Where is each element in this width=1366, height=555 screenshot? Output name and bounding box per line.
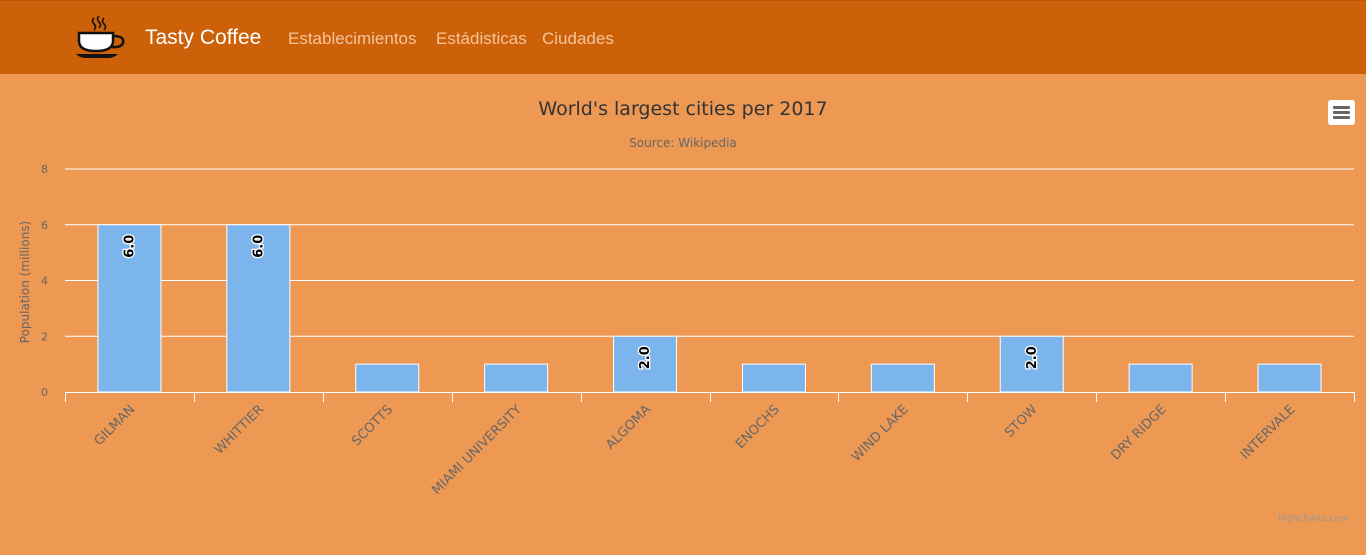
data-label: 6.0 — [122, 235, 137, 258]
bar[interactable] — [870, 363, 935, 393]
x-tick-label: WHITTIER — [212, 402, 267, 457]
y-tick-label: 8 — [41, 163, 48, 176]
x-tick-label: WIND LAKE — [849, 402, 912, 465]
data-label: 2.0 — [638, 346, 653, 369]
chart-title: World's largest cities per 2017 — [538, 98, 827, 120]
x-tick-label: ENOCHS — [733, 402, 783, 452]
x-tick-label: DRY RIDGE — [1108, 402, 1169, 463]
nav-link-estadisticas[interactable]: Estádisticas — [436, 29, 527, 48]
data-label: 2.0 — [1025, 346, 1040, 369]
y-tick-label: 2 — [41, 330, 48, 343]
bar[interactable] — [741, 363, 806, 393]
bar[interactable] — [613, 335, 678, 393]
bar[interactable] — [484, 363, 549, 393]
brand-name[interactable]: Tasty Coffee — [145, 26, 262, 49]
bar[interactable] — [226, 224, 291, 393]
y-tick-label: 6 — [41, 219, 48, 232]
x-tick-label: ALGOMA — [603, 402, 654, 453]
x-tick-label: STOW — [1002, 402, 1040, 440]
bar[interactable] — [1128, 363, 1193, 393]
bar[interactable] — [1257, 363, 1322, 393]
x-axis: GILMAN WHITTIER SCOTTS MIAMI UNIVERSITY ALGO… — [65, 392, 1355, 498]
data-label: 6.0 — [251, 235, 266, 258]
bar-chart: World's largest cities per 2017 Source: … — [18, 98, 1355, 498]
x-tick-label: SCOTTS — [349, 402, 396, 449]
bar[interactable] — [355, 363, 420, 393]
highcharts-credit[interactable]: Highcharts.com — [1278, 514, 1349, 524]
bar-series — [97, 224, 1322, 393]
nav-link-ciudades[interactable]: Ciudades — [542, 29, 614, 48]
y-tick-label: 4 — [41, 275, 48, 288]
hamburger-menu-icon[interactable] — [1328, 100, 1355, 125]
navbar: Tasty Coffee Establecimientos Estádistic… — [0, 0, 1366, 74]
data-labels: 6.0 6.0 2.0 2.0 — [121, 234, 1041, 371]
y-tick-label: 0 — [41, 386, 48, 399]
x-tick-label: MIAMI UNIVERSITY — [429, 402, 525, 498]
y-axis-label: Population (millions) — [18, 221, 32, 343]
chart-subtitle: Source: Wikipedia — [629, 136, 737, 150]
x-tick-label: GILMAN — [92, 402, 139, 449]
coffee-cup-icon[interactable] — [74, 15, 130, 59]
x-tick-label: INTERVALE — [1238, 402, 1298, 462]
nav-link-establecimientos[interactable]: Establecimientos — [288, 29, 417, 48]
bar[interactable] — [97, 224, 162, 393]
